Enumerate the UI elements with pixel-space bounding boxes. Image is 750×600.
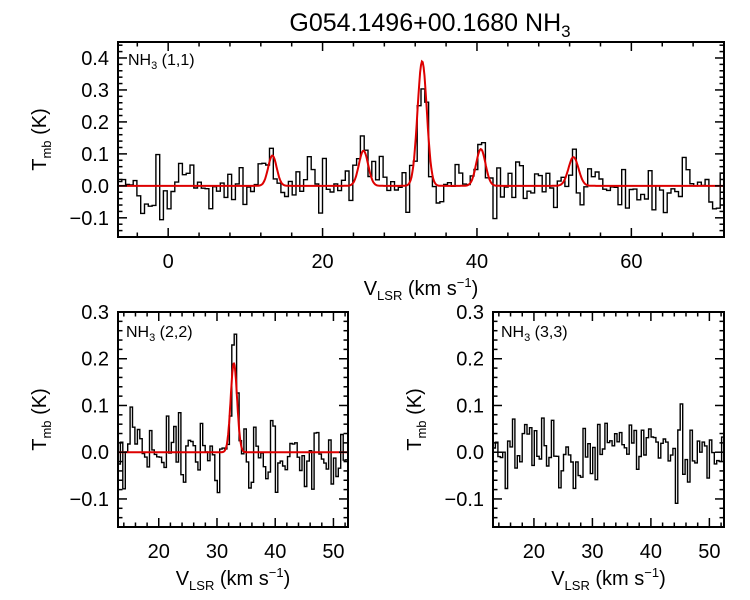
x-axis-symbol: V	[364, 278, 378, 300]
y-axis-subscript: mb	[414, 420, 429, 438]
chart-panel-1: 0 20 40 60 −0.1 0.0 0.1 0.2 0.3 0.4 NH3 (1,1) Tmb (…	[29, 41, 725, 303]
y-tick-label: 0.1	[81, 144, 109, 166]
x-axis-subscript: LSR	[565, 578, 590, 593]
y-tick-label: −0.1	[445, 489, 484, 511]
figure-title: G054.1496+00.1680 NH3	[289, 9, 570, 41]
x-tick-label: 40	[640, 541, 662, 563]
panel-label-species: NH	[128, 52, 151, 69]
x-tick-label: 30	[581, 541, 603, 563]
y-tick-label: 0.2	[456, 349, 484, 371]
y-tick-label: 0.0	[81, 442, 109, 464]
plot-area	[118, 59, 724, 221]
x-tick-label: 40	[466, 251, 488, 273]
x-axis-unit: (km s	[590, 568, 644, 590]
y-axis-label: Tmb (K)	[29, 108, 54, 171]
x-axis-exponent: −1	[644, 565, 659, 580]
y-axis-symbol: T	[404, 439, 426, 451]
y-tick-label: 0.1	[456, 395, 484, 417]
x-axis-exponent: −1	[457, 275, 472, 290]
figure-title-main: G054.1496+00.1680 NH	[289, 9, 561, 37]
y-tick-label: 0.2	[81, 349, 109, 371]
x-tick-label: 0	[163, 251, 174, 273]
panel-label-transition: (3,3)	[530, 324, 567, 341]
x-axis-close: )	[284, 568, 291, 590]
x-tick-label: 20	[148, 541, 170, 563]
chart-panel-3: 20 30 40 50 −0.1 0.0 0.1 0.2 0.3 NH3 (3,3) Tmb (K)…	[404, 302, 725, 593]
x-axis-exponent: −1	[269, 565, 284, 580]
y-axis-symbol: T	[29, 159, 51, 171]
plot-area	[118, 333, 348, 494]
x-axis-subscript: LSR	[377, 288, 402, 303]
fit-curve	[118, 59, 724, 187]
y-axis-unit: (K)	[404, 388, 426, 420]
y-tick-label: 0.3	[81, 302, 109, 324]
y-tick-label: 0.0	[456, 442, 484, 464]
fit-curve	[118, 362, 348, 454]
y-tick-label: −0.1	[70, 489, 109, 511]
x-axis-close: )	[659, 568, 666, 590]
chart-panel-2: 20 30 40 50 −0.1 0.0 0.1 0.2 0.3 NH3 (2,2) Tmb (K)…	[29, 302, 349, 593]
panel-label: NH3 (3,3)	[501, 324, 568, 344]
x-tick-label: 20	[311, 251, 333, 273]
x-axis-unit: (km s	[214, 568, 268, 590]
y-axis-label: Tmb (K)	[29, 388, 54, 451]
panel-label-subscript: 3	[149, 332, 155, 344]
x-tick-label: 50	[322, 541, 344, 563]
x-axis-symbol: V	[551, 568, 565, 590]
x-tick-label: 40	[264, 541, 286, 563]
x-axis-subscript: LSR	[189, 578, 214, 593]
y-axis-subscript: mb	[39, 140, 54, 158]
y-tick-label: 0.2	[81, 112, 109, 134]
y-tick-label: −0.1	[70, 208, 109, 230]
x-axis-unit: (km s	[402, 278, 456, 300]
figure-title-subscript: 3	[561, 22, 570, 41]
y-tick-label: 0.0	[81, 176, 109, 198]
x-axis-label: VLSR (km s−1)	[176, 565, 291, 593]
panel-label-subscript: 3	[524, 332, 530, 344]
y-tick-label: 0.3	[456, 302, 484, 324]
panel-label-subscript: 3	[151, 60, 157, 72]
plot-area	[493, 403, 724, 504]
plot-frame	[117, 311, 349, 528]
panel-label-species: NH	[126, 324, 149, 341]
plot-frame	[117, 41, 725, 238]
panel-label-species: NH	[501, 324, 524, 341]
panel-label: NH3 (2,2)	[126, 324, 193, 344]
x-axis-symbol: V	[176, 568, 190, 590]
panel-label: NH3 (1,1)	[128, 52, 195, 72]
y-tick-label: 0.4	[81, 48, 109, 70]
y-tick-label: 0.1	[81, 395, 109, 417]
y-axis-label: Tmb (K)	[404, 388, 429, 451]
x-tick-label: 30	[206, 541, 228, 563]
observed-spectrum	[118, 88, 724, 221]
x-tick-label: 60	[620, 251, 642, 273]
panel-label-transition: (1,1)	[157, 52, 194, 69]
observed-spectrum	[118, 333, 348, 494]
x-axis-label: VLSR (km s−1)	[551, 565, 666, 593]
x-tick-label: 20	[523, 541, 545, 563]
y-axis-subscript: mb	[39, 420, 54, 438]
x-axis-close: )	[472, 278, 479, 300]
y-tick-label: 0.3	[81, 80, 109, 102]
x-axis-label: VLSR (km s−1)	[364, 275, 479, 303]
panels: 0 20 40 60−0.10.00.10.20.30.4 NH3 (1,1)Tmb (…	[29, 41, 725, 593]
plot-frame	[492, 311, 725, 528]
observed-spectrum	[493, 403, 724, 504]
x-tick-label: 50	[698, 541, 720, 563]
y-axis-symbol: T	[29, 439, 51, 451]
y-axis-unit: (K)	[29, 108, 51, 140]
y-axis-unit: (K)	[29, 388, 51, 420]
panel-label-transition: (2,2)	[155, 324, 192, 341]
